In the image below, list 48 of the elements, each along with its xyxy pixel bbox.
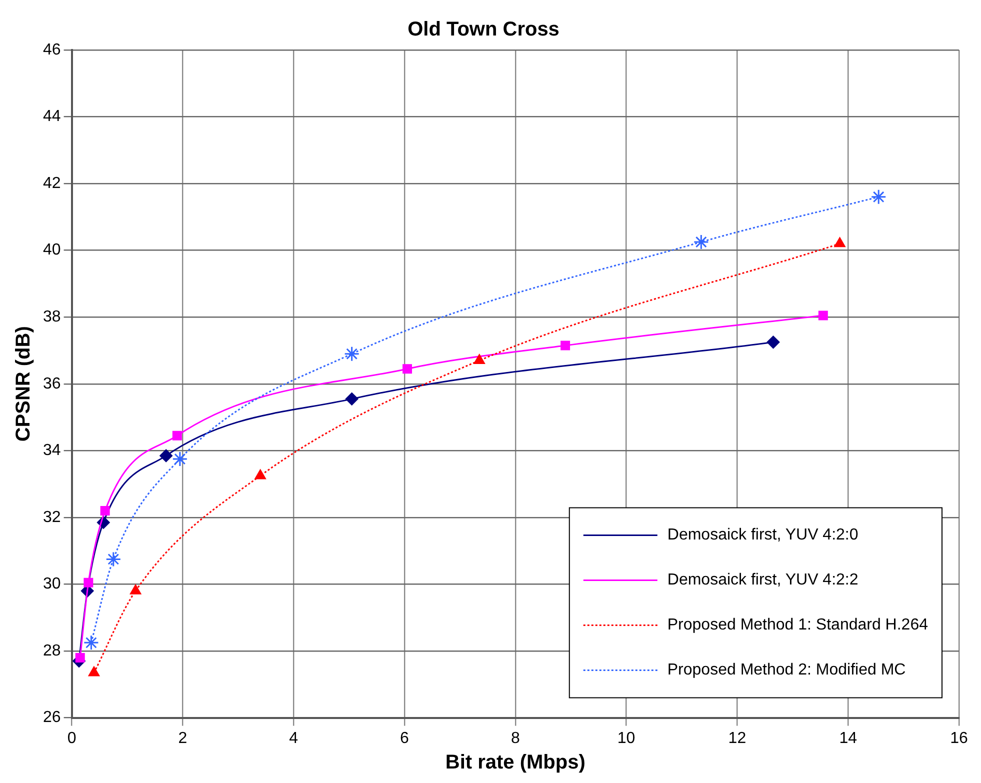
y-tick-label: 32 [43, 508, 61, 526]
point [83, 634, 99, 650]
point [75, 652, 85, 662]
point [84, 578, 94, 588]
legend-label: Proposed Method 1: Standard H.264 [667, 616, 928, 634]
point [100, 506, 110, 516]
y-tick-label: 34 [43, 442, 61, 460]
y-tick-label: 42 [43, 174, 61, 192]
point [345, 392, 358, 406]
point [474, 354, 486, 364]
point [130, 584, 142, 594]
y-tick-label: 36 [43, 375, 61, 392]
point [834, 237, 846, 248]
x-tick-label: 2 [178, 730, 188, 747]
point [172, 451, 188, 467]
point [88, 666, 100, 676]
x-tick-label: 4 [289, 730, 298, 747]
x-tick-label: 0 [67, 730, 76, 747]
y-tick-label: 40 [43, 242, 61, 259]
x-tick-label: 8 [510, 730, 520, 747]
point [254, 469, 266, 480]
y-tick-label: 44 [43, 108, 61, 126]
x-tick-label: 6 [400, 730, 410, 747]
x-tick-label: 14 [839, 730, 858, 747]
point [172, 430, 182, 440]
point [106, 551, 122, 567]
x-axis-title: Bit rate (Mbps) [445, 752, 586, 774]
y-tick-label: 46 [43, 41, 61, 58]
point [693, 234, 709, 250]
point [766, 336, 780, 349]
point [160, 449, 173, 462]
x-tick-label: 12 [728, 730, 746, 747]
point [402, 364, 412, 374]
y-axis-title: CPSNR (dB) [12, 326, 35, 442]
point [344, 346, 360, 362]
x-tick-label: 16 [950, 730, 968, 747]
y-tick-label: 26 [43, 709, 61, 726]
legend-label: Demosaick first, YUV 4:2:2 [667, 572, 858, 589]
point [818, 310, 828, 320]
legend-label: Proposed Method 2: Modified MC [667, 662, 906, 679]
y-tick-label: 30 [43, 576, 61, 593]
y-tick-label: 38 [43, 308, 61, 326]
point [870, 189, 886, 205]
y-tick-label: 28 [43, 642, 61, 660]
x-tick-label: 10 [617, 730, 636, 747]
legend-label: Demosaick first, YUV 4:2:0 [667, 526, 858, 544]
point [560, 340, 570, 350]
chart-title: Old Town Cross [408, 18, 560, 41]
